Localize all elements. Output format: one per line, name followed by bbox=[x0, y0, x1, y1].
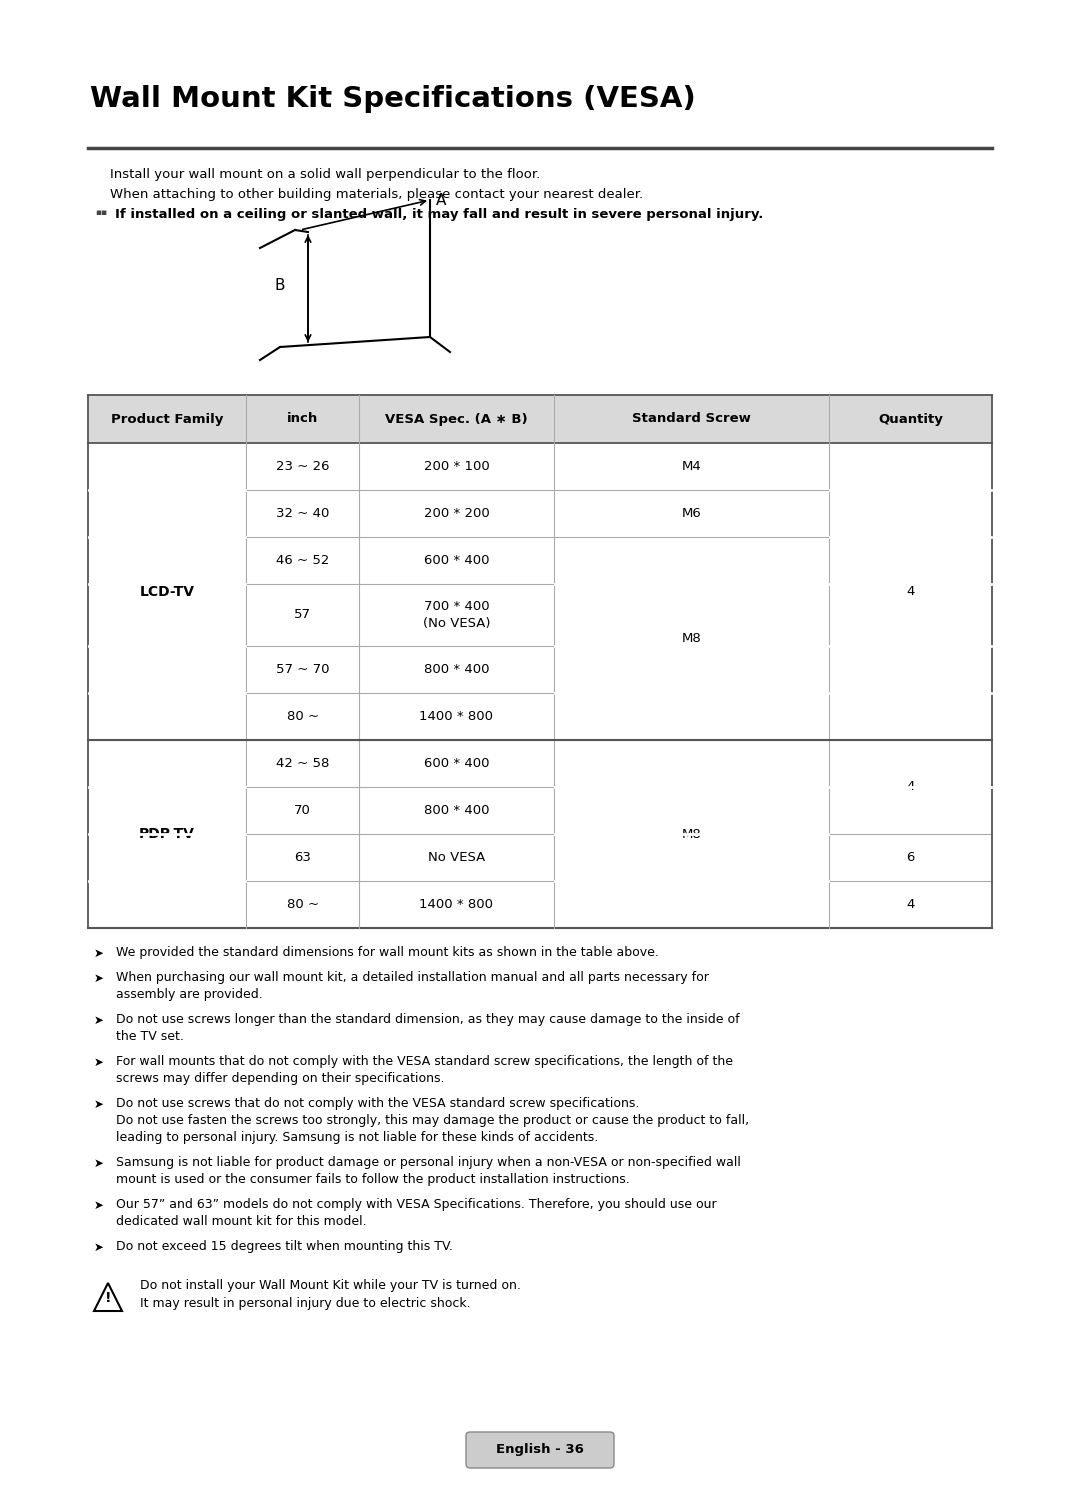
Text: 1400 * 800: 1400 * 800 bbox=[419, 710, 494, 724]
Text: ➤: ➤ bbox=[94, 1241, 104, 1254]
FancyBboxPatch shape bbox=[465, 1433, 615, 1468]
Text: ➤: ➤ bbox=[94, 972, 104, 985]
Text: Install your wall mount on a solid wall perpendicular to the floor.: Install your wall mount on a solid wall … bbox=[110, 168, 540, 181]
Text: VESA Spec. (A ∗ B): VESA Spec. (A ∗ B) bbox=[386, 413, 528, 425]
Text: Wall Mount Kit Specifications (VESA): Wall Mount Kit Specifications (VESA) bbox=[90, 85, 696, 113]
Text: 600 * 400: 600 * 400 bbox=[423, 756, 489, 770]
Text: 80 ~: 80 ~ bbox=[286, 710, 319, 724]
Text: ➤: ➤ bbox=[94, 947, 104, 960]
Text: It may result in personal injury due to electric shock.: It may result in personal injury due to … bbox=[140, 1297, 471, 1311]
Text: mount is used or the consumer fails to follow the product installation instructi: mount is used or the consumer fails to f… bbox=[116, 1172, 630, 1186]
Text: Do not install your Wall Mount Kit while your TV is turned on.: Do not install your Wall Mount Kit while… bbox=[140, 1279, 521, 1291]
Text: Product Family: Product Family bbox=[111, 413, 224, 425]
Text: 63: 63 bbox=[294, 851, 311, 863]
Text: dedicated wall mount kit for this model.: dedicated wall mount kit for this model. bbox=[116, 1216, 366, 1227]
Text: ➤: ➤ bbox=[94, 1057, 104, 1068]
Text: 1400 * 800: 1400 * 800 bbox=[419, 898, 494, 911]
Text: M8: M8 bbox=[681, 828, 701, 841]
Text: ➤: ➤ bbox=[94, 1158, 104, 1169]
Text: 4: 4 bbox=[906, 780, 915, 794]
Text: assembly are provided.: assembly are provided. bbox=[116, 988, 262, 1002]
Text: 4: 4 bbox=[906, 585, 915, 597]
Text: 23 ~ 26: 23 ~ 26 bbox=[276, 461, 329, 473]
Text: 800 * 400: 800 * 400 bbox=[423, 663, 489, 676]
Text: screws may differ depending on their specifications.: screws may differ depending on their spe… bbox=[116, 1071, 445, 1085]
Text: ➤: ➤ bbox=[94, 1098, 104, 1112]
Text: Do not use screws longer than the standard dimension, as they may cause damage t: Do not use screws longer than the standa… bbox=[116, 1013, 740, 1025]
Text: 600 * 400: 600 * 400 bbox=[423, 554, 489, 568]
Text: Quantity: Quantity bbox=[878, 413, 943, 425]
Text: 800 * 400: 800 * 400 bbox=[423, 804, 489, 817]
Text: LCD-TV: LCD-TV bbox=[139, 584, 194, 599]
Text: 200 * 100: 200 * 100 bbox=[423, 461, 489, 473]
Text: 70: 70 bbox=[294, 804, 311, 817]
Text: Do not use fasten the screws too strongly, this may damage the product or cause : Do not use fasten the screws too strongl… bbox=[116, 1114, 750, 1126]
Text: For wall mounts that do not comply with the VESA standard screw specifications, : For wall mounts that do not comply with … bbox=[116, 1055, 733, 1068]
Text: No VESA: No VESA bbox=[428, 851, 485, 863]
Text: A: A bbox=[436, 193, 446, 208]
Text: When purchasing our wall mount kit, a detailed installation manual and all parts: When purchasing our wall mount kit, a de… bbox=[116, 970, 708, 984]
Text: 700 * 400
(No VESA): 700 * 400 (No VESA) bbox=[422, 600, 490, 630]
Text: Standard Screw: Standard Screw bbox=[632, 413, 751, 425]
Text: 200 * 200: 200 * 200 bbox=[423, 507, 489, 520]
Text: 57: 57 bbox=[294, 608, 311, 621]
Text: Do not exceed 15 degrees tilt when mounting this TV.: Do not exceed 15 degrees tilt when mount… bbox=[116, 1239, 453, 1253]
Text: leading to personal injury. Samsung is not liable for these kinds of accidents.: leading to personal injury. Samsung is n… bbox=[116, 1131, 598, 1144]
Text: 4: 4 bbox=[906, 898, 915, 911]
Text: ▪▪: ▪▪ bbox=[95, 208, 107, 217]
Text: !: ! bbox=[105, 1291, 111, 1305]
Text: When attaching to other building materials, please contact your nearest dealer.: When attaching to other building materia… bbox=[110, 189, 643, 201]
Bar bbox=[87, 395, 993, 443]
Text: M6: M6 bbox=[681, 507, 701, 520]
Text: inch: inch bbox=[287, 413, 319, 425]
Text: ➤: ➤ bbox=[94, 1199, 104, 1213]
Text: the TV set.: the TV set. bbox=[116, 1030, 184, 1043]
Text: We provided the standard dimensions for wall mount kits as shown in the table ab: We provided the standard dimensions for … bbox=[116, 947, 659, 958]
Text: 32 ~ 40: 32 ~ 40 bbox=[276, 507, 329, 520]
Text: 46 ~ 52: 46 ~ 52 bbox=[276, 554, 329, 568]
Text: ➤: ➤ bbox=[94, 1013, 104, 1027]
Text: Our 57” and 63” models do not comply with VESA Specifications. Therefore, you sh: Our 57” and 63” models do not comply wit… bbox=[116, 1198, 717, 1211]
Text: 42 ~ 58: 42 ~ 58 bbox=[276, 756, 329, 770]
Text: 6: 6 bbox=[906, 851, 915, 863]
Text: If installed on a ceiling or slanted wall, it may fall and result in severe pers: If installed on a ceiling or slanted wal… bbox=[114, 208, 764, 221]
Text: 80 ~: 80 ~ bbox=[286, 898, 319, 911]
Text: Samsung is not liable for product damage or personal injury when a non-VESA or n: Samsung is not liable for product damage… bbox=[116, 1156, 741, 1169]
Text: B: B bbox=[274, 278, 285, 293]
Text: Do not use screws that do not comply with the VESA standard screw specifications: Do not use screws that do not comply wit… bbox=[116, 1097, 639, 1110]
Text: English - 36: English - 36 bbox=[496, 1443, 584, 1456]
Text: PDP-TV: PDP-TV bbox=[139, 828, 195, 841]
Text: 57 ~ 70: 57 ~ 70 bbox=[276, 663, 329, 676]
Text: M4: M4 bbox=[681, 461, 701, 473]
Text: M8: M8 bbox=[681, 632, 701, 645]
